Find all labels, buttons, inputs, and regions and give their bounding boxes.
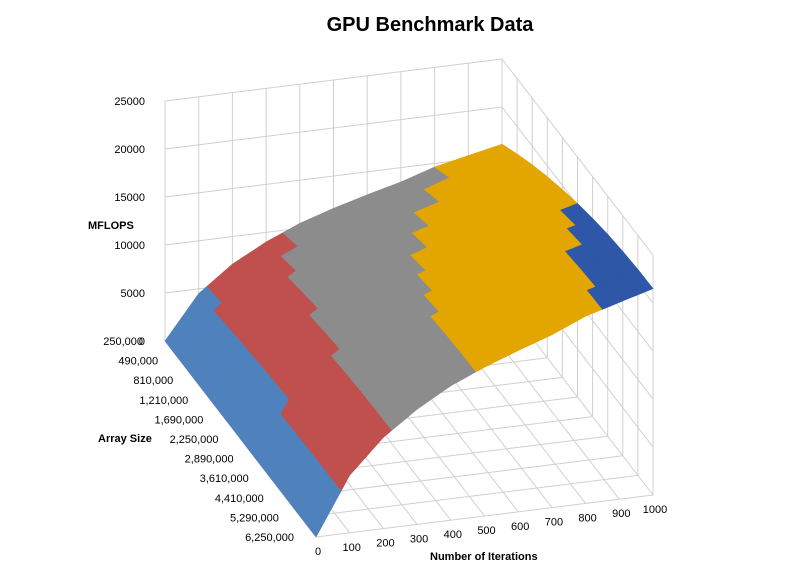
iterations-tick-label: 600: [511, 521, 529, 533]
grid-line-back-horizontal: [164, 106, 503, 150]
iterations-axis-ticks: 0 100 200 300 400 500 600 700 800 900 1000: [315, 504, 667, 558]
z-tick-label: 10000: [114, 240, 145, 252]
array-size-tick-label: 5,290,000: [230, 512, 279, 524]
array-size-tick-label: 250,000: [103, 336, 143, 348]
iterations-axis-label: Number of Iterations: [430, 551, 538, 563]
iterations-tick-label: 400: [444, 529, 462, 541]
z-tick-label: 25000: [114, 96, 145, 108]
grid-line-floor-width: [300, 474, 638, 518]
array-size-tick-label: 3,610,000: [200, 473, 249, 485]
array-size-tick-label: 4,410,000: [215, 493, 264, 505]
grid-line-floor-width: [315, 494, 654, 538]
iterations-tick-label: 800: [578, 512, 596, 524]
array-size-tick-label: 2,890,000: [185, 454, 234, 466]
grid-line-side-horizontal: [501, 58, 654, 256]
array-size-axis-ticks: 250,000 490,000 810,000 1,210,000 1,690,000 2…: [103, 336, 294, 544]
iterations-tick-label: 700: [545, 517, 563, 529]
array-size-tick-label: 490,000: [118, 356, 158, 368]
array-size-tick-label: 2,250,000: [170, 434, 219, 446]
z-tick-label: 0: [139, 336, 145, 348]
z-axis-label: MFLOPS: [88, 220, 134, 232]
grid-line-back-horizontal: [164, 154, 503, 198]
array-size-tick-label: 1,690,000: [154, 414, 203, 426]
iterations-tick-label: 0: [315, 546, 321, 558]
array-size-tick-label: 6,250,000: [245, 532, 294, 544]
iterations-tick-label: 200: [376, 538, 394, 550]
grid-line-back-horizontal: [164, 58, 503, 102]
surface-cell: [629, 269, 654, 293]
chart-title: GPU Benchmark Data: [327, 14, 535, 36]
grid-line-floor-width: [285, 455, 623, 499]
z-tick-label: 15000: [114, 192, 145, 204]
iterations-tick-label: 500: [477, 525, 495, 537]
iterations-tick-label: 100: [343, 542, 361, 554]
array-size-tick-label: 810,000: [133, 375, 173, 387]
iterations-tick-label: 900: [612, 508, 630, 520]
array-size-tick-label: 1,210,000: [139, 395, 188, 407]
z-axis-ticks: 0 5000 10000 15000 20000 25000: [114, 96, 145, 348]
z-tick-label: 20000: [114, 144, 145, 156]
surface-layer: [164, 143, 654, 538]
iterations-tick-label: 300: [410, 533, 428, 545]
array-size-axis-label: Array Size: [98, 433, 152, 445]
iterations-tick-label: 1000: [643, 504, 667, 516]
z-tick-label: 5000: [121, 288, 145, 300]
